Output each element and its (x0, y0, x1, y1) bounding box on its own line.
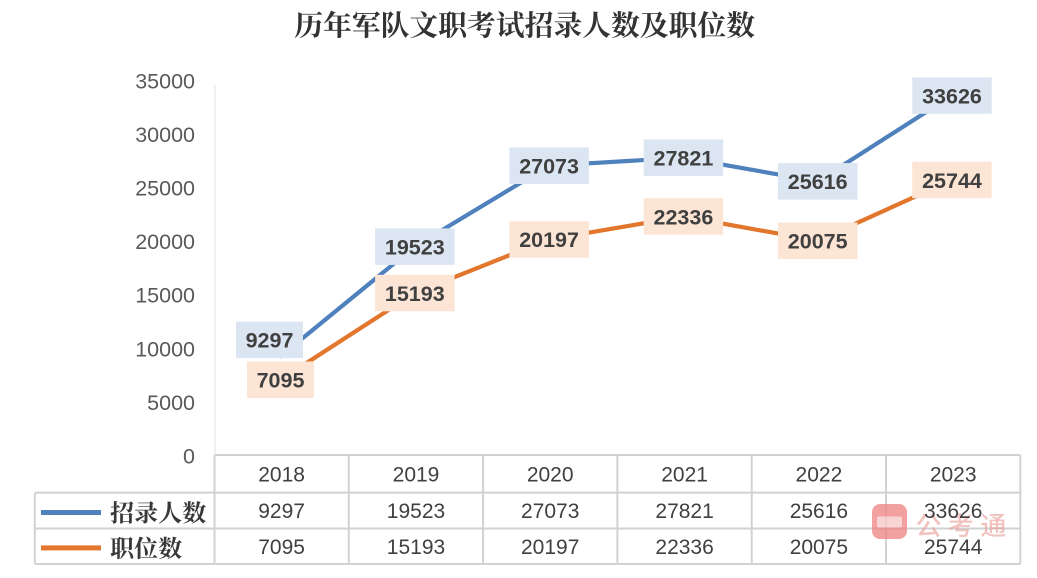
svg-text:20197: 20197 (519, 228, 579, 252)
svg-text:0: 0 (183, 444, 195, 468)
svg-text:20000: 20000 (135, 230, 195, 254)
svg-text:27821: 27821 (655, 500, 713, 523)
svg-text:20075: 20075 (790, 536, 848, 559)
svg-text:7095: 7095 (257, 369, 305, 393)
svg-text:9297: 9297 (246, 329, 294, 353)
svg-text:9297: 9297 (258, 500, 305, 523)
svg-text:20075: 20075 (788, 230, 848, 254)
svg-text:22336: 22336 (654, 205, 714, 229)
svg-text:7095: 7095 (258, 536, 305, 559)
svg-text:27073: 27073 (519, 155, 579, 179)
svg-text:20197: 20197 (521, 536, 579, 559)
svg-text:2021: 2021 (661, 463, 708, 486)
svg-text:15193: 15193 (385, 282, 445, 306)
svg-text:25616: 25616 (788, 170, 848, 194)
svg-text:2020: 2020 (527, 463, 574, 486)
svg-text:25616: 25616 (790, 500, 848, 523)
svg-text:27073: 27073 (521, 500, 579, 523)
svg-text:33626: 33626 (922, 84, 982, 108)
svg-text:2018: 2018 (258, 463, 305, 486)
svg-text:35000: 35000 (135, 69, 195, 93)
svg-text:33626: 33626 (924, 500, 982, 523)
svg-text:22336: 22336 (655, 536, 713, 559)
svg-text:27821: 27821 (654, 147, 714, 171)
svg-text:25744: 25744 (924, 536, 983, 559)
svg-text:15193: 15193 (387, 536, 445, 559)
svg-text:25744: 25744 (922, 169, 982, 193)
svg-text:2019: 2019 (393, 463, 440, 486)
svg-text:30000: 30000 (135, 123, 195, 147)
svg-text:15000: 15000 (135, 284, 195, 308)
svg-text:2022: 2022 (796, 463, 843, 486)
svg-text:5000: 5000 (147, 391, 195, 415)
svg-text:19523: 19523 (387, 500, 445, 523)
svg-text:10000: 10000 (135, 337, 195, 361)
svg-text:2023: 2023 (930, 463, 977, 486)
svg-text:25000: 25000 (135, 177, 195, 201)
svg-text:19523: 19523 (385, 235, 445, 259)
